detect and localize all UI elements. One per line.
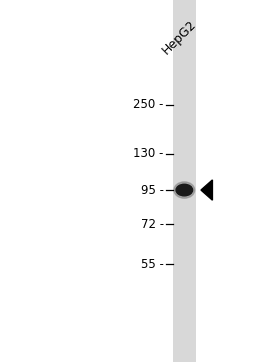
Bar [173,0,196,362]
Text: HepG2: HepG2 [160,17,199,57]
Text: 72 -: 72 - [141,218,164,231]
Text: 95 -: 95 - [141,184,164,197]
Ellipse shape [176,184,193,196]
Text: 55 -: 55 - [141,258,164,271]
Text: 250 -: 250 - [133,98,164,111]
Ellipse shape [174,182,195,198]
Text: 130 -: 130 - [133,147,164,160]
Polygon shape [201,180,212,200]
